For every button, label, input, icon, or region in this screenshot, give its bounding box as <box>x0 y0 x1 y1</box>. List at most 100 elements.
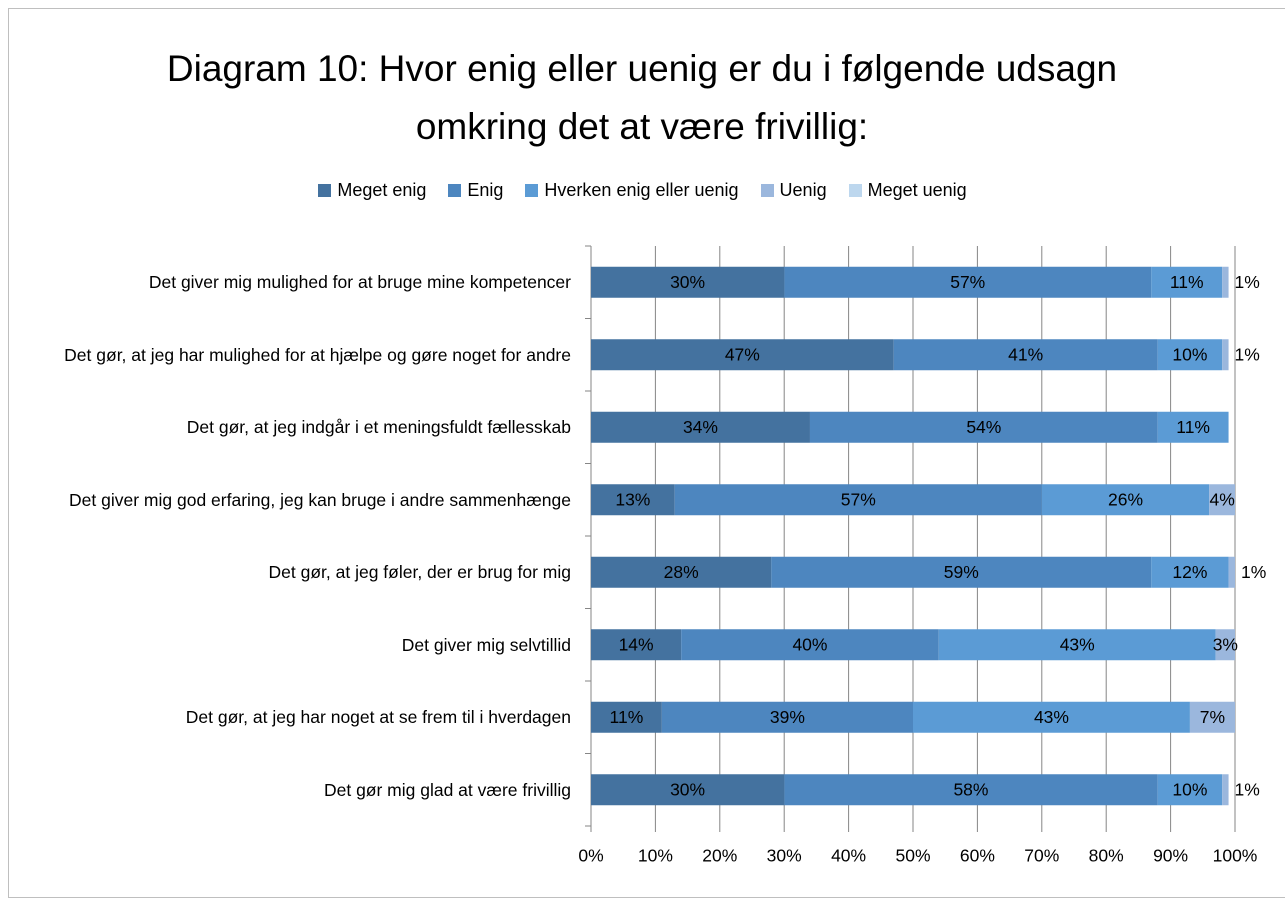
data-label: 47% <box>725 344 760 364</box>
x-tick-label: 90% <box>1153 846 1188 866</box>
data-label: 7% <box>1200 707 1225 727</box>
data-label: 40% <box>792 634 827 654</box>
legend-item: Meget enig <box>318 180 426 201</box>
y-tick-label: Det giver mig god erfaring, jeg kan brug… <box>69 489 571 510</box>
bar-segment <box>591 556 772 588</box>
data-label: 39% <box>770 707 805 727</box>
data-label: 30% <box>670 272 705 292</box>
bar-segment <box>784 774 1158 806</box>
bar-segment <box>661 701 913 733</box>
y-tick-label: Det gør, at jeg har noget at se frem til… <box>185 707 571 728</box>
data-label: 4% <box>1209 489 1234 509</box>
x-tick-label: 80% <box>1089 846 1124 866</box>
x-tick-label: 100% <box>1213 846 1258 866</box>
bar-segment <box>591 629 682 661</box>
bar-segment <box>1157 774 1223 806</box>
bar-segment <box>784 266 1152 298</box>
data-label: 34% <box>683 417 718 437</box>
x-tick-label: 40% <box>831 846 866 866</box>
bar-segment <box>938 629 1216 661</box>
legend-item: Uenig <box>760 180 827 201</box>
bar-segment <box>591 774 785 806</box>
data-label: 43% <box>1034 707 1069 727</box>
data-label: 58% <box>953 779 988 799</box>
legend-label: Meget uenig <box>867 180 967 200</box>
x-tick-label: 30% <box>767 846 802 866</box>
y-tick-label: Det gør mig glad at være frivillig <box>323 779 571 800</box>
legend-swatch <box>525 184 539 197</box>
x-tick-label: 50% <box>895 846 930 866</box>
legend-label: Enig <box>467 180 504 200</box>
bar-segment <box>1215 629 1235 661</box>
bar-segment <box>809 411 1158 443</box>
x-tick-label: 20% <box>702 846 737 866</box>
chart-title: Diagram 10: Hvor enig eller uenig er du … <box>166 48 1118 147</box>
bar-segment <box>591 484 675 516</box>
data-label: 1% <box>1235 779 1260 799</box>
y-tick-label: Det giver mig mulighed for at bruge mine… <box>148 272 571 293</box>
bar-segment <box>893 339 1158 371</box>
data-label: 57% <box>950 272 985 292</box>
bar-segment <box>913 701 1190 733</box>
data-label: 10% <box>1172 344 1207 364</box>
data-label: 11% <box>610 707 644 727</box>
bar-segment <box>1189 701 1235 733</box>
data-label: 41% <box>1008 344 1043 364</box>
legend: Meget enig Enig Hverken enig eller uenig Ue… <box>0 180 1285 201</box>
data-label: 54% <box>966 417 1001 437</box>
data-label: 13% <box>615 489 650 509</box>
data-label: 57% <box>841 489 876 509</box>
legend-swatch <box>760 184 774 197</box>
data-label: 3% <box>1213 634 1238 654</box>
bar-segment <box>1151 556 1229 588</box>
data-label: 1% <box>1235 272 1260 292</box>
legend-label: Uenig <box>779 180 827 200</box>
bar-segment <box>1041 484 1210 516</box>
data-label: 11% <box>1176 417 1210 437</box>
legend-item: Enig <box>448 180 503 201</box>
data-label: 43% <box>1060 634 1095 654</box>
bar-segment <box>591 411 810 443</box>
x-tick-label: 0% <box>578 846 603 866</box>
bar-segment <box>1157 411 1229 443</box>
legend-item: Hverken enig eller uenig <box>525 180 739 201</box>
bar-segment <box>1228 556 1235 588</box>
legend-item: Meget uenig <box>848 180 967 201</box>
data-label: 28% <box>664 562 699 582</box>
data-label: 10% <box>1172 779 1207 799</box>
bar-segment <box>591 339 894 371</box>
y-tick-label: Det gør, at jeg har mulighed for at hjæl… <box>64 344 571 365</box>
bar-segment <box>674 484 1042 516</box>
legend-swatch <box>448 184 462 197</box>
legend-label: Meget enig <box>337 180 427 200</box>
legend-swatch <box>318 184 332 197</box>
y-tick-label: Det gør, at jeg indgår i et meningsfuldt… <box>186 417 571 438</box>
bar-segment <box>1157 339 1223 371</box>
data-label: 1% <box>1235 344 1260 364</box>
bar-segment <box>1222 774 1229 806</box>
bar-segment <box>591 701 662 733</box>
bar-segment <box>1222 266 1229 298</box>
data-label: 1% <box>1241 562 1266 582</box>
data-label: 12% <box>1172 562 1207 582</box>
data-label: 59% <box>944 562 979 582</box>
x-tick-label: 70% <box>1024 846 1059 866</box>
bar-segment <box>1151 266 1223 298</box>
x-tick-label: 10% <box>638 846 673 866</box>
bar-segment <box>681 629 939 661</box>
bar-segment <box>1222 339 1229 371</box>
y-tick-label: Det gør, at jeg føler, der er brug for m… <box>268 562 571 583</box>
legend-swatch <box>848 184 862 197</box>
data-label: 30% <box>670 779 705 799</box>
bar-segment <box>591 266 785 298</box>
bar-segment <box>1209 484 1235 516</box>
legend-label: Hverken enig eller uenig <box>544 180 739 200</box>
data-label: 14% <box>619 634 654 654</box>
data-label: 11% <box>1170 272 1204 292</box>
data-label: 26% <box>1108 489 1143 509</box>
x-tick-label: 60% <box>960 846 995 866</box>
y-tick-label: Det giver mig selvtillid <box>401 634 571 655</box>
bar-segment <box>771 556 1152 588</box>
